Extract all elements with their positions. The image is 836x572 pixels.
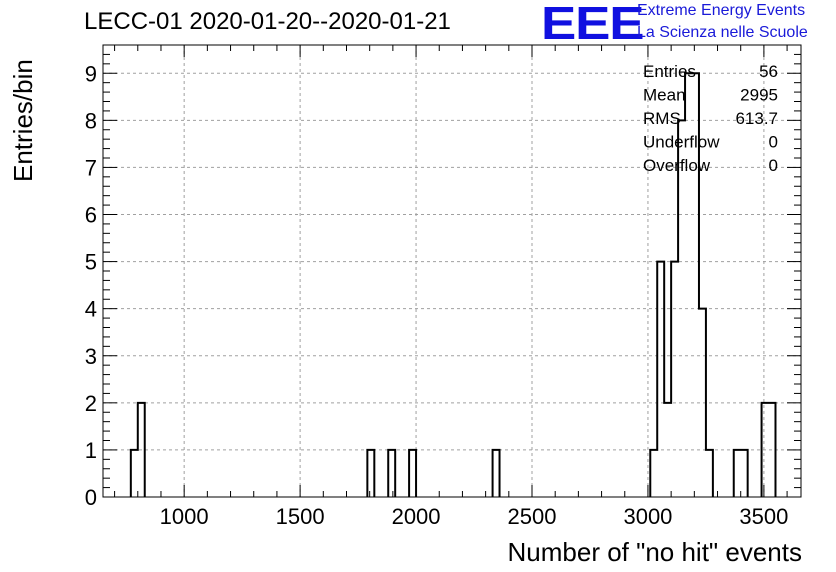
histogram-bin xyxy=(367,450,374,497)
histogram-outline xyxy=(129,72,777,497)
stats-label-rms: RMS xyxy=(643,109,681,128)
histogram-bin xyxy=(762,403,769,497)
brand-line-2: La Scienza nelle Scuole xyxy=(637,24,808,41)
stats-label-mean: Mean xyxy=(643,86,686,105)
y-tick-label: 0 xyxy=(85,485,97,510)
histogram-bin xyxy=(388,450,395,497)
histogram-bin xyxy=(650,450,657,497)
stats-value-underflow: 0 xyxy=(769,133,778,152)
stats-value-mean: 2995 xyxy=(740,86,778,105)
y-tick-label: 5 xyxy=(85,250,97,275)
histogram-bin xyxy=(664,403,671,497)
x-tick-label: 2000 xyxy=(392,504,441,529)
x-tick-label: 3500 xyxy=(739,504,788,529)
histogram-bin xyxy=(493,450,500,497)
stats-label-underflow: Underflow xyxy=(643,133,720,152)
y-tick-label: 1 xyxy=(85,438,97,463)
y-tick-label: 9 xyxy=(85,61,97,86)
eee-logo: EEE xyxy=(541,0,645,49)
stats-value-entries: 56 xyxy=(759,62,778,81)
stats-label-overflow: Overflow xyxy=(643,156,711,175)
x-axis-label: Number of "no hit" events xyxy=(507,537,803,567)
x-tick-label: 1500 xyxy=(276,504,325,529)
histogram-bin xyxy=(131,450,138,497)
stats-value-rms: 613.7 xyxy=(735,109,778,128)
y-tick-label: 2 xyxy=(85,391,97,416)
y-tick-label: 4 xyxy=(85,297,97,322)
y-tick-label: 7 xyxy=(85,155,97,180)
histogram-bin xyxy=(657,262,664,497)
x-tick-label: 3000 xyxy=(623,504,672,529)
histogram-bin xyxy=(741,450,748,497)
brand-line-1: Extreme Energy Events xyxy=(637,2,806,19)
y-tick-label: 3 xyxy=(85,344,97,369)
y-axis-label: Entries/bin xyxy=(8,59,38,182)
stats-value-overflow: 0 xyxy=(769,156,778,175)
y-tick-label: 6 xyxy=(85,203,97,228)
stats-label-entries: Entries xyxy=(643,62,696,81)
histogram-bin xyxy=(769,403,776,497)
histogram-bin xyxy=(409,450,416,497)
x-tick-label: 1000 xyxy=(160,504,209,529)
histogram-bin xyxy=(138,403,145,497)
histogram-bin xyxy=(678,120,685,497)
histogram-bin xyxy=(671,262,678,497)
chart-title: LECC-01 2020-01-20--2020-01-21 xyxy=(84,8,451,35)
histogram-bin xyxy=(734,450,741,497)
histogram-bin xyxy=(706,450,713,497)
histogram-bin xyxy=(699,309,706,497)
y-tick-label: 8 xyxy=(85,108,97,133)
x-tick-label: 2500 xyxy=(508,504,557,529)
